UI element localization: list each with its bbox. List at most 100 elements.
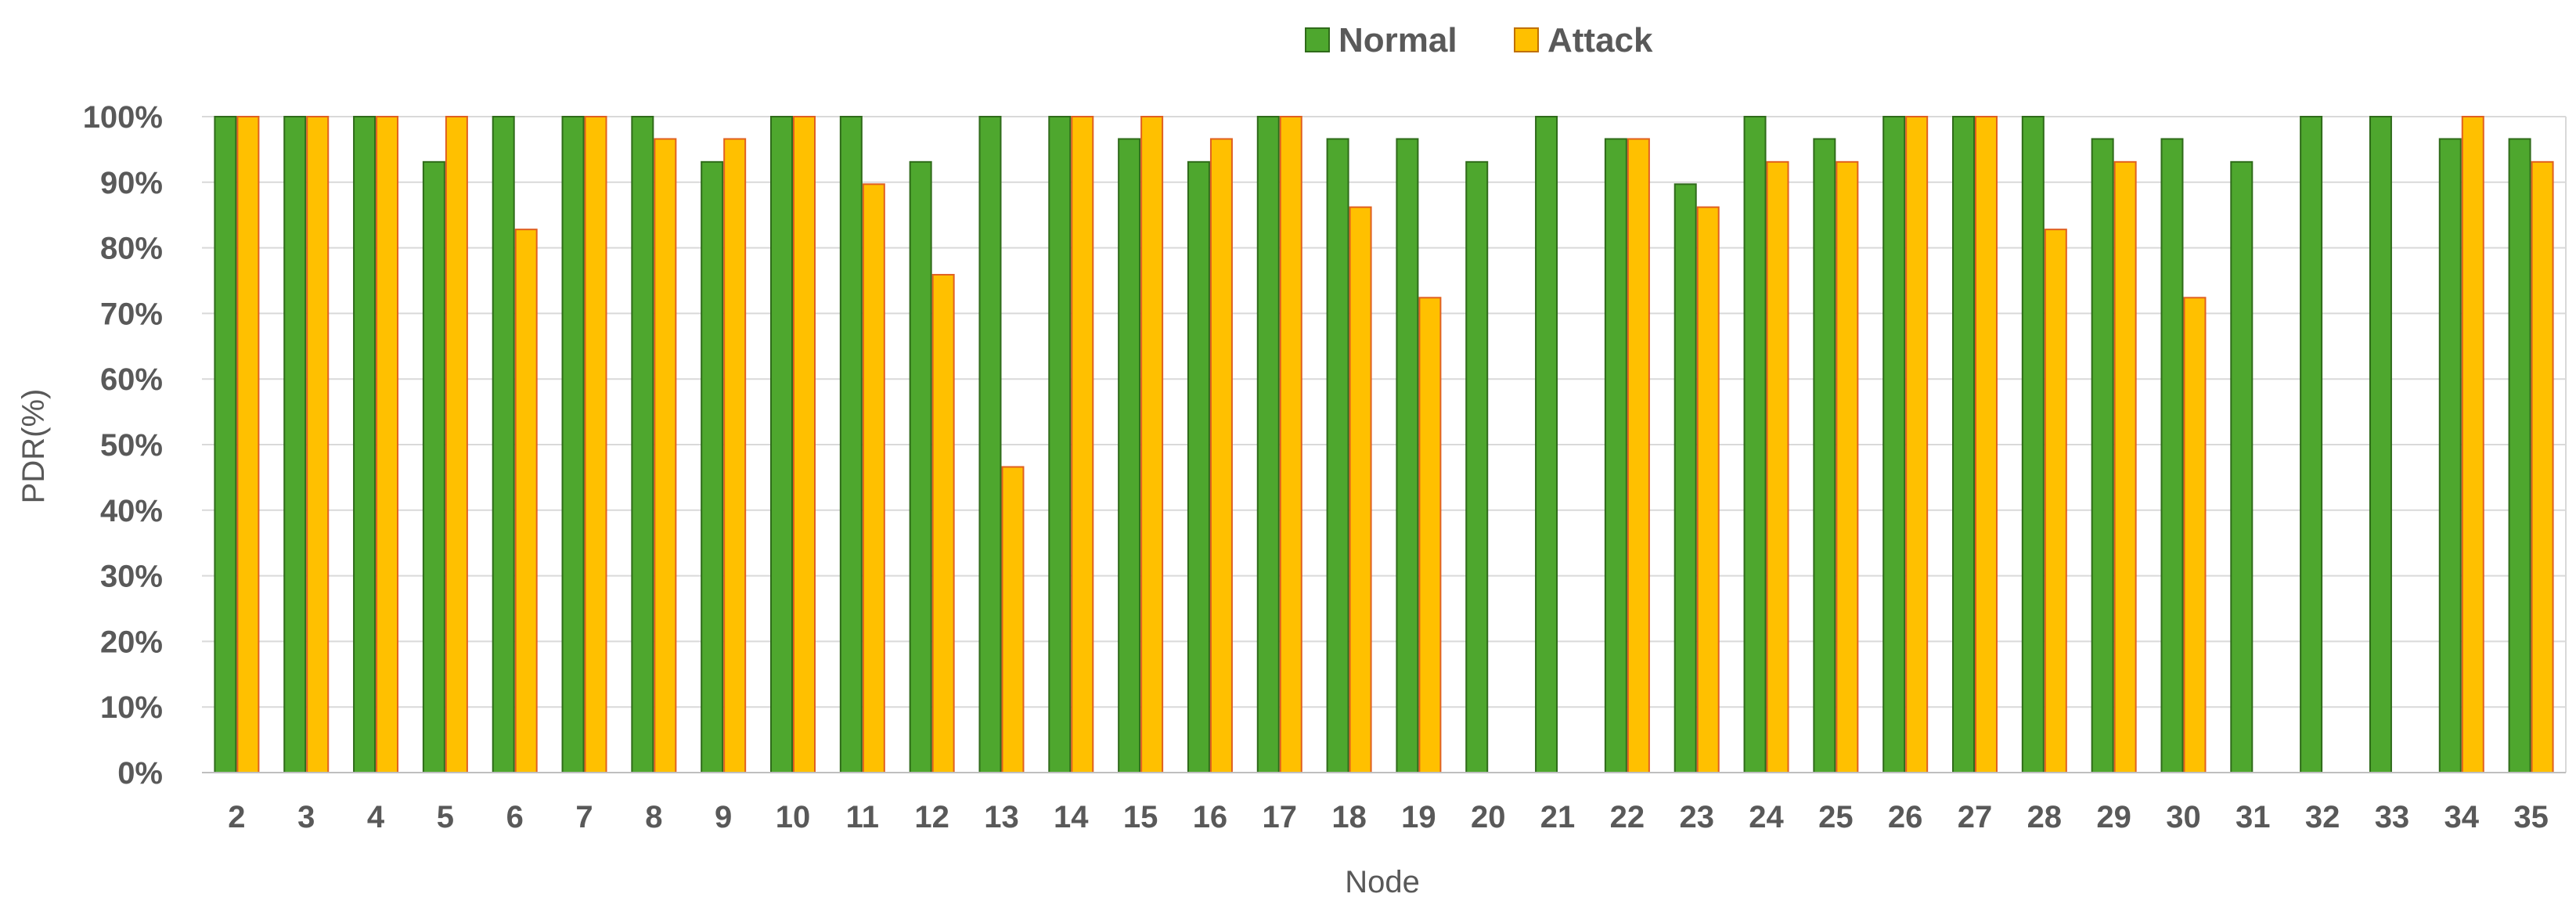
bar-attack-node-3 — [306, 116, 330, 773]
y-tick-label: 50% — [100, 428, 163, 463]
bar-normal-node-31 — [2230, 160, 2254, 773]
x-tick-label: 9 — [715, 800, 732, 834]
bar-attack-node-14 — [1071, 116, 1094, 773]
y-tick-label: 10% — [100, 690, 163, 725]
x-tick-label: 20 — [1471, 800, 1506, 834]
bars — [214, 116, 2554, 774]
legend: Normal Attack — [1305, 21, 1653, 59]
bar-attack-node-17 — [1279, 116, 1302, 773]
bar-attack-node-35 — [2531, 160, 2554, 773]
bar-normal-node-11 — [839, 116, 863, 773]
bar-normal-node-20 — [1465, 160, 1489, 773]
bar-attack-node-23 — [1696, 206, 1720, 774]
x-tick-label: 28 — [2027, 800, 2063, 834]
bar-attack-node-7 — [584, 116, 607, 773]
bar-normal-node-7 — [561, 116, 585, 773]
x-tick-label: 30 — [2166, 800, 2201, 834]
y-tick-label: 100% — [83, 100, 163, 135]
x-tick-label: 14 — [1054, 800, 1089, 834]
x-tick-label: 24 — [1749, 800, 1784, 834]
bar-normal-node-26 — [1882, 116, 1906, 773]
x-tick-label: 13 — [984, 800, 1019, 834]
x-tick-label: 26 — [1888, 800, 1923, 834]
bar-normal-node-9 — [701, 160, 724, 773]
x-tick-label: 35 — [2513, 800, 2549, 834]
gridlines — [202, 116, 2567, 773]
bar-normal-node-29 — [2091, 138, 2114, 773]
bar-attack-node-34 — [2461, 116, 2484, 773]
x-tick-label: 3 — [297, 800, 315, 834]
x-tick-label: 33 — [2375, 800, 2410, 834]
bar-attack-node-12 — [931, 273, 955, 773]
y-tick-label: 80% — [100, 232, 163, 266]
x-tick-label: 5 — [437, 800, 454, 834]
x-tick-label: 10 — [776, 800, 811, 834]
legend-swatch-normal — [1305, 27, 1330, 52]
x-tick-label: 18 — [1331, 800, 1367, 834]
x-tick-label: 4 — [367, 800, 385, 834]
bar-normal-node-12 — [909, 160, 932, 773]
x-tick-label: 17 — [1263, 800, 1298, 834]
x-tick-label: 32 — [2305, 800, 2340, 834]
bar-attack-node-18 — [1349, 206, 1372, 774]
bar-normal-node-13 — [978, 116, 1002, 773]
bar-attack-node-30 — [2183, 297, 2207, 773]
bar-normal-node-30 — [2160, 138, 2184, 773]
y-tick-label: 70% — [100, 297, 163, 331]
bar-normal-node-16 — [1187, 160, 1210, 773]
bar-normal-node-27 — [1952, 116, 1975, 773]
bar-normal-node-19 — [1396, 138, 1419, 773]
bar-normal-node-34 — [2438, 138, 2462, 773]
bar-attack-node-25 — [1836, 160, 1859, 773]
x-tick-label: 25 — [1818, 800, 1854, 834]
y-tick-label: 20% — [100, 625, 163, 659]
x-tick-label: 21 — [1540, 800, 1576, 834]
bar-attack-node-6 — [514, 229, 538, 773]
bar-normal-node-25 — [1813, 138, 1836, 773]
bar-normal-node-28 — [2021, 116, 2045, 773]
bar-attack-node-16 — [1209, 138, 1233, 773]
bar-normal-node-4 — [353, 116, 376, 773]
bar-normal-node-35 — [2508, 138, 2531, 773]
bar-normal-node-24 — [1743, 116, 1767, 773]
bar-normal-node-17 — [1256, 116, 1280, 773]
bar-normal-node-22 — [1604, 138, 1627, 773]
axes: 0%10%20%30%40%50%60%70%80%90%100%2 3 4 5 6 7 8… — [83, 100, 2566, 834]
bar-normal-node-14 — [1048, 116, 1072, 773]
bar-attack-node-9 — [723, 138, 747, 773]
bar-normal-node-3 — [283, 116, 307, 773]
bar-attack-node-5 — [445, 116, 468, 773]
bar-attack-node-19 — [1418, 297, 1442, 773]
bar-attack-node-24 — [1766, 160, 1789, 773]
x-tick-label: 23 — [1679, 800, 1714, 834]
x-tick-label: 31 — [2236, 800, 2271, 834]
x-tick-label: 16 — [1193, 800, 1228, 834]
bar-normal-node-5 — [422, 160, 445, 773]
bar-normal-node-8 — [631, 116, 654, 773]
y-tick-label: 60% — [100, 362, 163, 397]
x-tick-label: 15 — [1123, 800, 1158, 834]
bar-normal-node-10 — [770, 116, 793, 773]
bar-normal-node-6 — [492, 116, 515, 773]
bar-attack-node-27 — [1975, 116, 1998, 773]
bar-attack-node-8 — [654, 138, 677, 773]
x-tick-label: 22 — [1610, 800, 1645, 834]
y-tick-label: 40% — [100, 494, 163, 528]
x-tick-label: 19 — [1401, 800, 1436, 834]
bar-attack-node-10 — [793, 116, 816, 773]
bar-attack-node-2 — [236, 116, 260, 773]
x-tick-label: 8 — [645, 800, 662, 834]
bar-normal-node-23 — [1673, 183, 1697, 773]
x-tick-label: 27 — [1958, 800, 1993, 834]
bar-attack-node-13 — [1001, 466, 1025, 773]
bar-normal-node-2 — [214, 116, 237, 773]
bar-attack-node-11 — [862, 183, 885, 773]
bar-attack-node-29 — [2113, 160, 2137, 773]
y-tick-label: 0% — [117, 756, 163, 791]
y-tick-label: 30% — [100, 560, 163, 594]
y-axis-title: PDR(%) — [16, 389, 51, 504]
bar-normal-node-33 — [2369, 116, 2392, 773]
x-tick-label: 6 — [506, 800, 524, 834]
x-tick-label: 29 — [2096, 800, 2131, 834]
